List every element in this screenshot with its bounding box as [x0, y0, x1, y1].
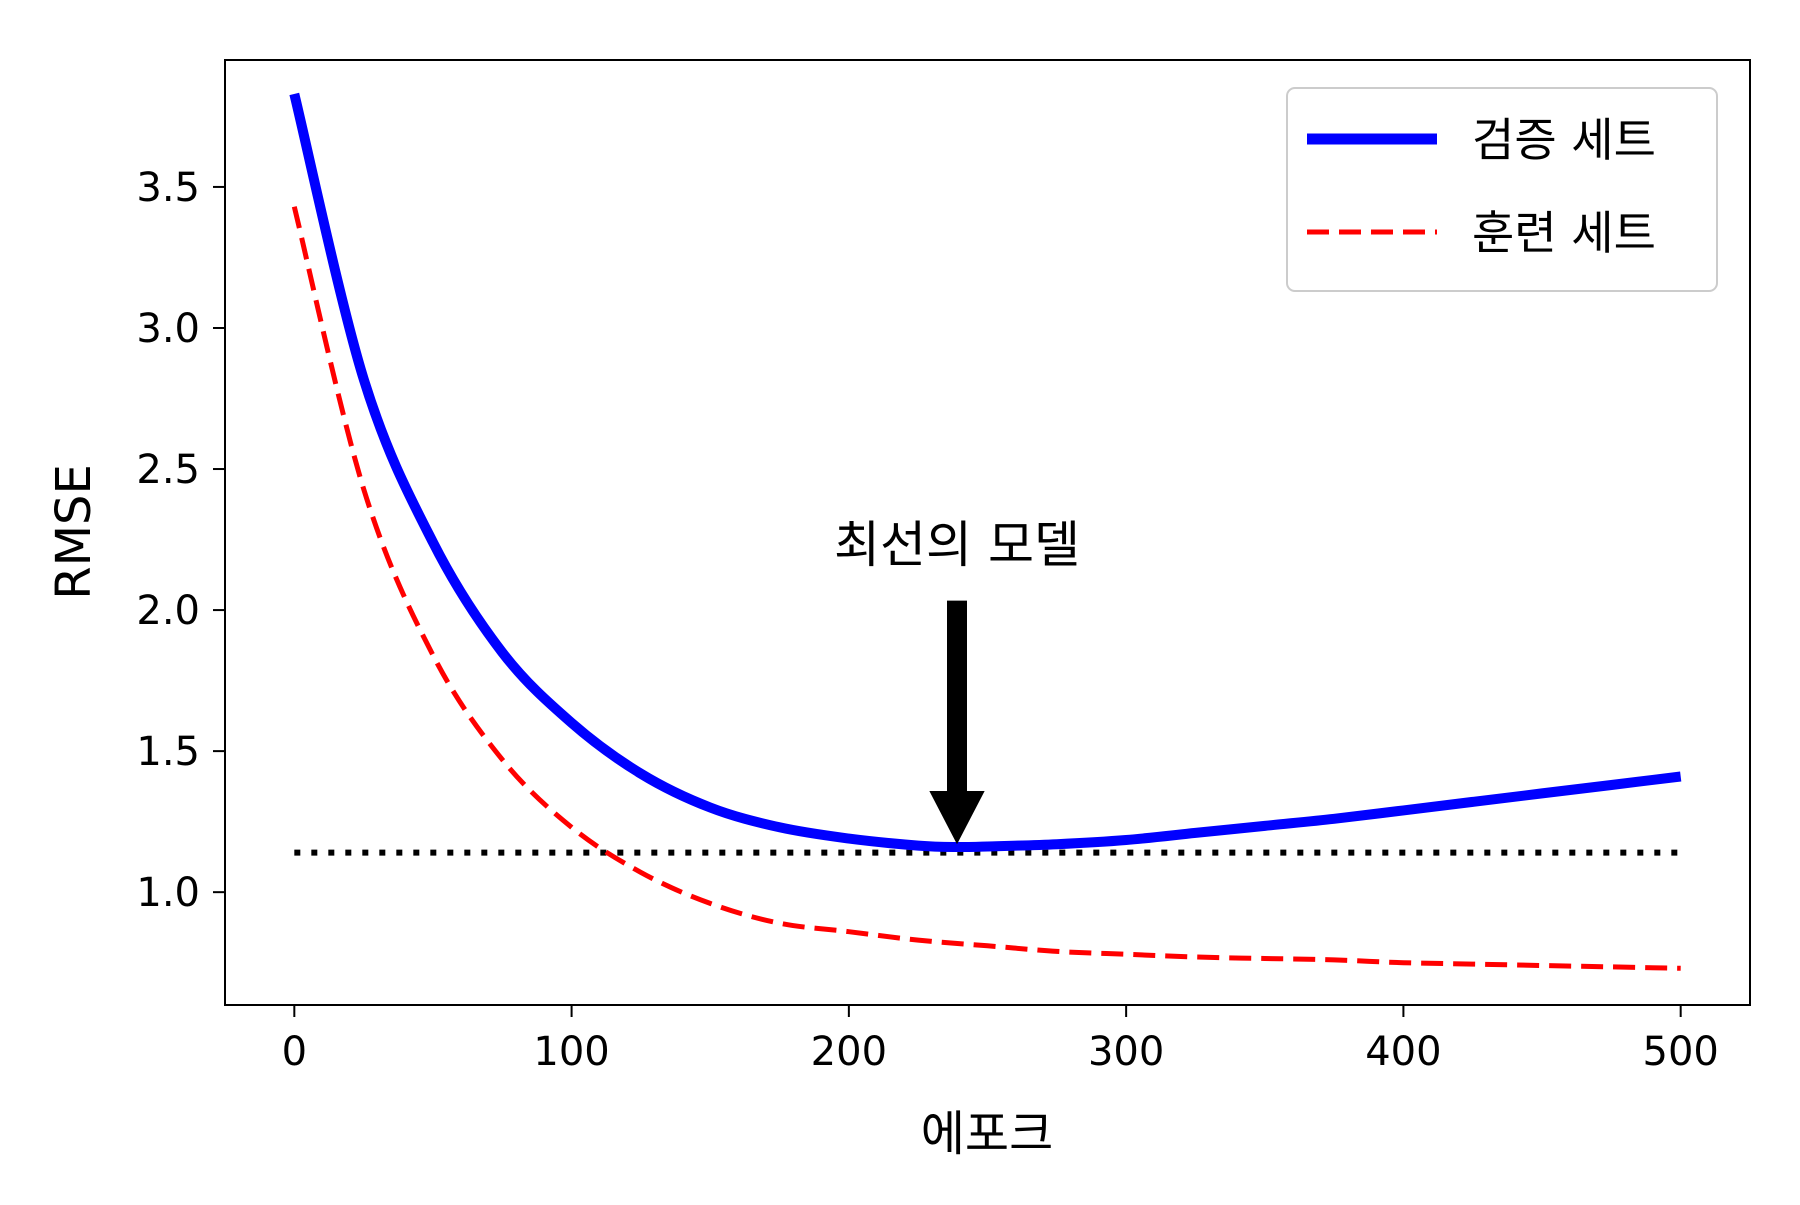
series-layer: [289, 92, 1682, 971]
series-validation-line: [289, 92, 1682, 853]
series-training-line: [291, 206, 1681, 971]
y-tick-label: 3.5: [136, 165, 200, 211]
y-tick-label: 3.0: [136, 306, 200, 352]
x-tick-label: 200: [811, 1029, 887, 1075]
y-tick-label: 2.5: [136, 447, 200, 493]
x-axis-label: 에포크: [921, 1106, 1053, 1162]
annotation-layer: 최선의 모델: [834, 516, 1080, 845]
x-tick-label: 400: [1365, 1029, 1441, 1075]
x-tick-label: 0: [282, 1029, 307, 1075]
x-tick-label: 500: [1643, 1029, 1719, 1075]
legend-label-validation: 검증 세트: [1472, 113, 1656, 167]
x-axis-ticks: 0 100 200 300 400 500: [282, 1005, 1719, 1075]
y-tick-label: 1.0: [136, 870, 200, 916]
legend: 검증 세트 훈련 세트: [1286, 87, 1718, 292]
legend-label-training: 훈련 세트: [1472, 206, 1656, 260]
best-model-annotation: 최선의 모델: [834, 516, 1080, 574]
y-tick-label: 2.0: [136, 588, 200, 634]
y-tick-label: 1.5: [136, 729, 200, 775]
y-axis-ticks: 1.0 1.5 2.0 2.5 3.0 3.5: [136, 165, 225, 916]
x-tick-label: 100: [533, 1029, 609, 1075]
annotation-arrow: [929, 600, 985, 845]
y-axis-label: RMSE: [46, 464, 102, 600]
x-tick-label: 300: [1088, 1029, 1164, 1075]
